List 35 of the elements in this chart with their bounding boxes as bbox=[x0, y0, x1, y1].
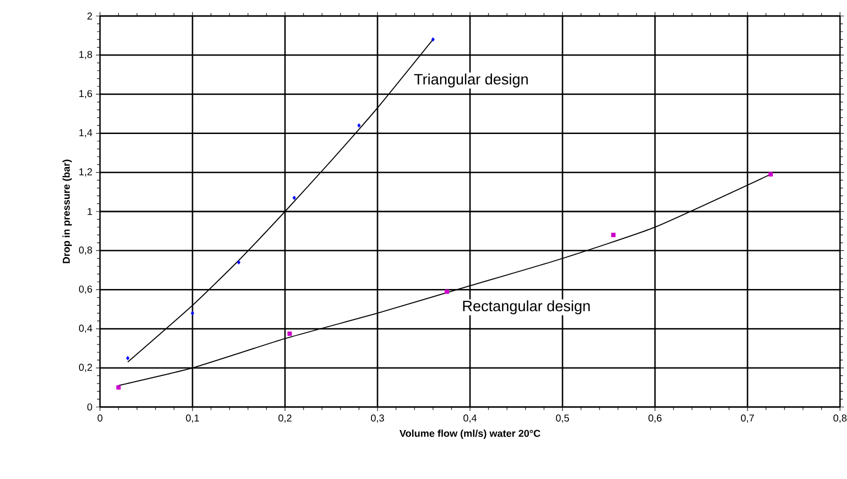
x-tick-label: 0,3 bbox=[370, 414, 384, 423]
point bbox=[768, 172, 773, 177]
x-tick-label: 0,8 bbox=[833, 414, 846, 423]
x-axis-title: Volume flow (ml/s) water 20°C bbox=[400, 430, 540, 439]
x-tick-label: 0,6 bbox=[648, 414, 662, 423]
x-tick-label: 0 bbox=[98, 414, 102, 422]
y-tick-label: 1,4 bbox=[79, 129, 92, 138]
point bbox=[126, 356, 130, 360]
y-tick-label: 1,6 bbox=[79, 90, 92, 98]
y-tick-label: 0 bbox=[87, 403, 92, 411]
series-label: Rectangular design bbox=[463, 300, 590, 314]
y-tick-label: 0,2 bbox=[79, 364, 92, 372]
y-axis-title: Drop in pressure (bar) bbox=[62, 160, 72, 264]
point bbox=[287, 331, 292, 336]
x-tick-label: 0,1 bbox=[186, 414, 199, 423]
point bbox=[190, 310, 194, 316]
x-tick-label: 0,5 bbox=[556, 414, 570, 423]
point bbox=[237, 260, 240, 265]
y-tick-label: 1,8 bbox=[79, 50, 92, 60]
point bbox=[611, 232, 616, 238]
y-tick-label: 1,2 bbox=[79, 168, 92, 177]
y-tick-label: 0,4 bbox=[79, 324, 92, 333]
point bbox=[116, 385, 121, 390]
y-tick-label: 0,8 bbox=[79, 246, 92, 255]
y-tick-label: 1 bbox=[88, 208, 92, 215]
point bbox=[431, 37, 435, 42]
x-tick-label: 0,4 bbox=[463, 414, 477, 423]
text: Triangular design bbox=[414, 74, 528, 88]
point bbox=[444, 289, 450, 294]
y-tick-label: 2 bbox=[87, 12, 92, 20]
point bbox=[357, 123, 361, 128]
point bbox=[292, 196, 296, 200]
y-tick-label: 0,6 bbox=[79, 286, 92, 294]
x-tick-label: 0,2 bbox=[278, 414, 292, 423]
x-tick-label: 0,7 bbox=[740, 414, 754, 423]
